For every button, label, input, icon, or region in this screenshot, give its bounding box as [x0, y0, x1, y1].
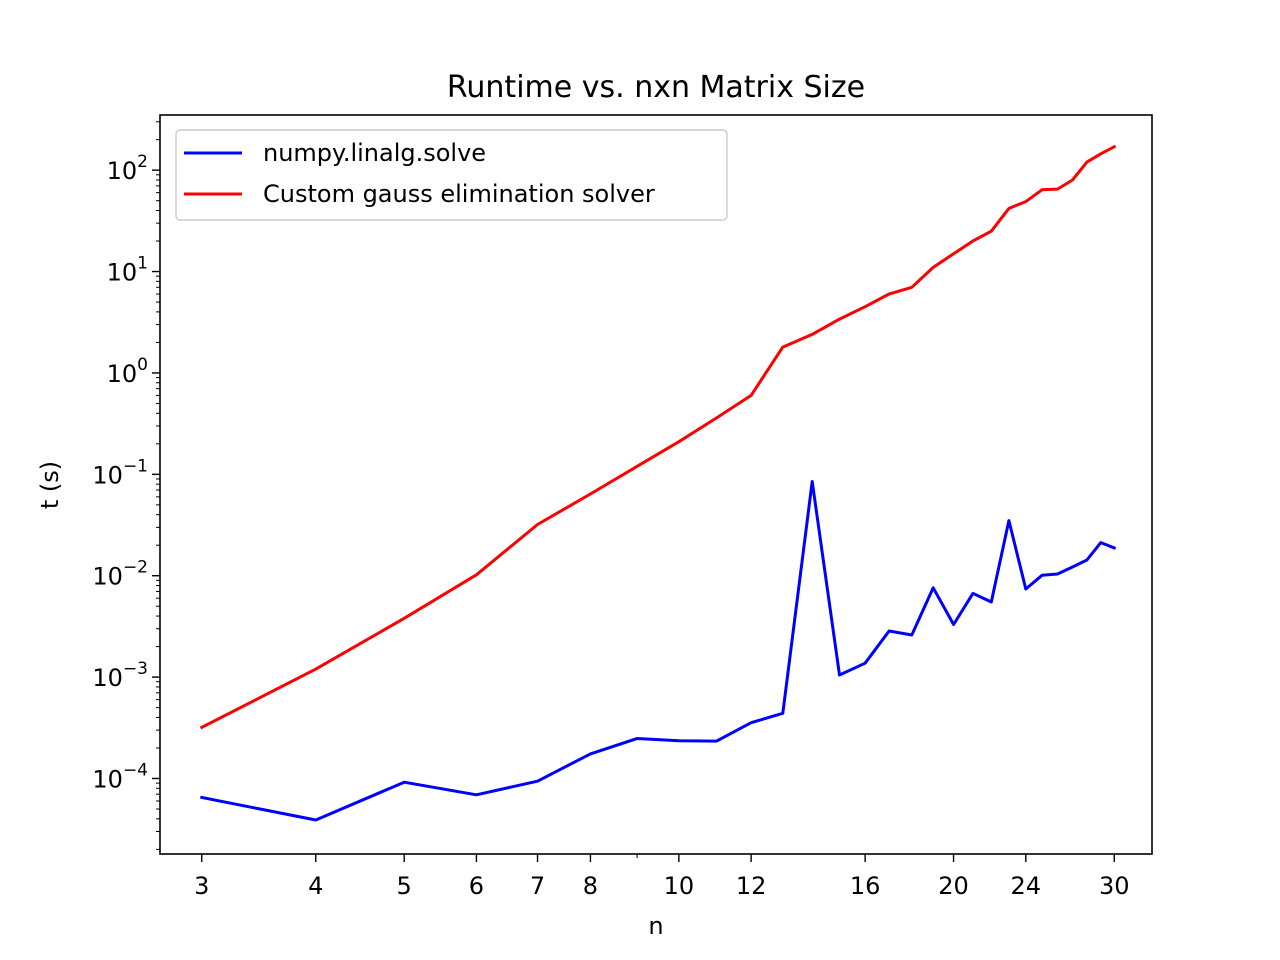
x-tick-label: 7: [530, 872, 545, 900]
legend-box: [175, 129, 728, 221]
y-tick-label: 100: [107, 355, 148, 388]
x-tick-label: 24: [1011, 872, 1042, 900]
legend-label-0: numpy.linalg.solve: [263, 139, 486, 167]
y-tick-label: 102: [107, 152, 148, 185]
y-tick-label: 10−1: [92, 456, 148, 489]
y-tick-label: 10−3: [92, 659, 148, 692]
x-tick-label: 3: [194, 872, 209, 900]
x-tick-label: 4: [308, 872, 323, 900]
x-axis-label: n: [648, 912, 663, 940]
x-tick-label: 10: [664, 872, 695, 900]
series-line-1: [199, 144, 1117, 730]
y-tick-label: 101: [107, 254, 148, 287]
x-tick-label: 8: [583, 872, 598, 900]
x-tick-label: 20: [938, 872, 969, 900]
chart-title: Runtime vs. nxn Matrix Size: [447, 70, 865, 105]
x-tick-label: 12: [736, 872, 767, 900]
y-tick-label: 10−2: [92, 558, 148, 591]
legend-label-1: Custom gauss elimination solver: [263, 180, 655, 208]
y-axis-label: t (s): [36, 461, 64, 509]
x-tick-label: 16: [850, 872, 881, 900]
y-tick-label: 10−4: [92, 760, 148, 793]
x-tick-label: 30: [1099, 872, 1130, 900]
plot-frame: [159, 114, 1153, 855]
series-line-0: [200, 480, 1117, 822]
x-tick-label: 5: [397, 872, 412, 900]
x-tick-label: 6: [469, 872, 484, 900]
